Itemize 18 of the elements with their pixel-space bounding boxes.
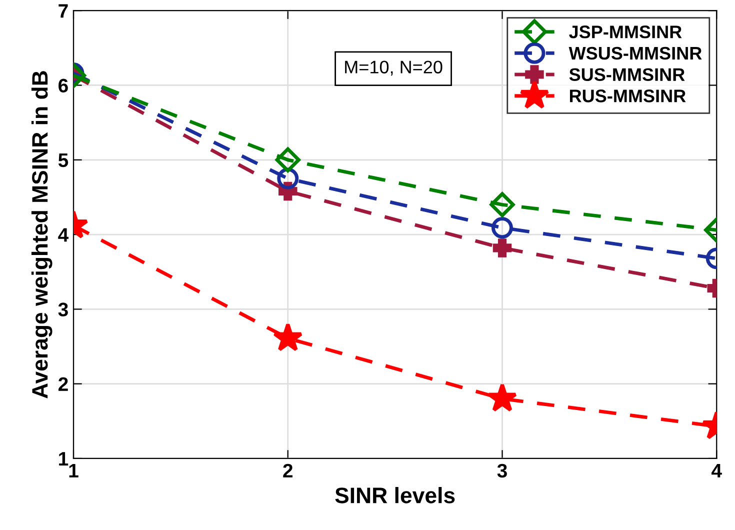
legend-label: WSUS-MMSINR bbox=[568, 46, 702, 60]
legend-label: RUS-MMSINR bbox=[570, 90, 686, 102]
x-tick-label: 3 bbox=[497, 464, 507, 478]
y-tick-label: 3 bbox=[58, 302, 68, 316]
y-tick-label: 1 bbox=[59, 452, 68, 466]
y-tick-label: 5 bbox=[58, 154, 68, 168]
annotation: M=10, N=20 bbox=[345, 60, 442, 76]
y-tick-label: 6 bbox=[58, 78, 68, 92]
y-axis-title: Average weighted MSINR in dB bbox=[31, 71, 52, 398]
legend-label: JSP-MMSINR bbox=[569, 26, 682, 38]
y-tick-label: 4 bbox=[58, 228, 69, 242]
x-tick-label: 4 bbox=[712, 464, 722, 478]
y-tick-label: 2 bbox=[58, 377, 68, 391]
y-tick-label: 7 bbox=[58, 4, 68, 18]
legend-label: SUS-MMSINR bbox=[569, 68, 685, 81]
x-axis-title: SINR levels bbox=[335, 486, 455, 504]
x-tick-label: 1 bbox=[69, 464, 78, 478]
x-tick-label: 2 bbox=[283, 464, 293, 478]
